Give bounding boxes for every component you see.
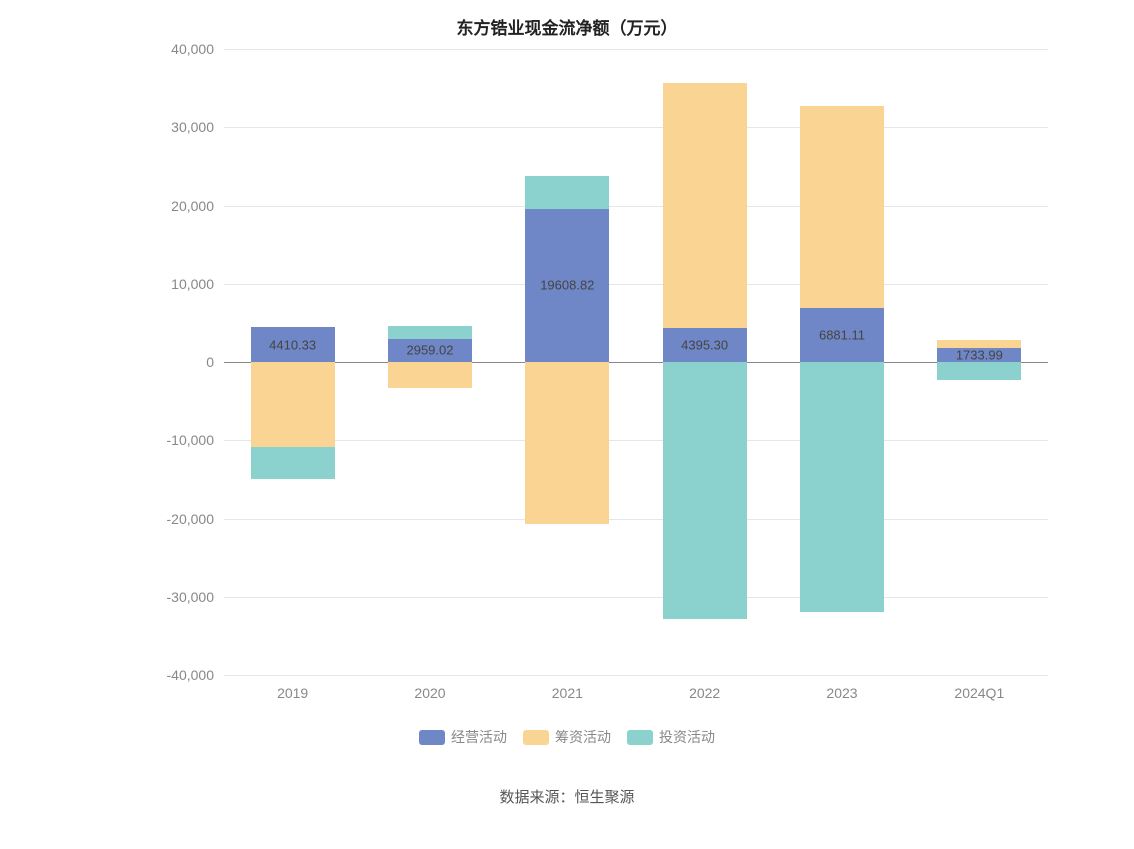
legend-item[interactable]: 筹资活动 <box>523 727 611 747</box>
x-tick-label: 2021 <box>552 675 583 701</box>
y-tick-label: 0 <box>206 354 224 370</box>
legend-item[interactable]: 经营活动 <box>419 727 507 747</box>
bar-segment <box>525 362 609 524</box>
y-tick-label: -30,000 <box>167 589 224 605</box>
bar-group: 2959.02 <box>388 49 472 675</box>
data-source-label: 数据来源：恒生聚源 <box>0 756 1134 829</box>
y-tick-label: 40,000 <box>171 41 224 57</box>
bar-segment <box>800 106 884 308</box>
x-tick-label: 2020 <box>414 675 445 701</box>
bar-segment <box>663 83 747 327</box>
legend-label: 筹资活动 <box>555 727 611 747</box>
value-label: 19608.82 <box>540 278 594 293</box>
x-tick-label: 2019 <box>277 675 308 701</box>
bar-segment <box>525 176 609 208</box>
value-label: 6881.11 <box>819 328 865 343</box>
y-tick-label: 20,000 <box>171 198 224 214</box>
plot-area: -40,000-30,000-20,000-10,000010,00020,00… <box>224 49 1048 675</box>
bar-segment <box>663 362 747 619</box>
bar-segment <box>388 362 472 388</box>
value-label: 4395.30 <box>681 337 728 352</box>
chart-title: 东方锆业现金流净额（万元） <box>0 0 1134 49</box>
grid-line <box>224 675 1048 676</box>
grid-line <box>224 206 1048 207</box>
grid-line <box>224 284 1048 285</box>
bar-segment <box>937 362 1021 380</box>
zero-line <box>224 362 1048 363</box>
bar-segment <box>800 362 884 612</box>
grid-line <box>224 597 1048 598</box>
grid-line <box>224 519 1048 520</box>
grid-line <box>224 127 1048 128</box>
value-label: 2959.02 <box>406 343 453 358</box>
grid-line <box>224 440 1048 441</box>
y-tick-label: 10,000 <box>171 276 224 292</box>
chart-container: 东方锆业现金流净额（万元） -40,000-30,000-20,000-10,0… <box>0 0 1134 829</box>
x-tick-label: 2022 <box>689 675 720 701</box>
bar-group: 4410.33 <box>251 49 335 675</box>
bar-segment <box>251 362 335 447</box>
bar-group: 19608.82 <box>525 49 609 675</box>
legend-swatch <box>627 730 653 745</box>
bar-group: 6881.11 <box>800 49 884 675</box>
legend-item[interactable]: 投资活动 <box>627 727 715 747</box>
value-label: 4410.33 <box>269 337 316 352</box>
y-tick-label: -40,000 <box>167 667 224 683</box>
y-tick-label: -10,000 <box>167 432 224 448</box>
legend-label: 经营活动 <box>451 727 507 747</box>
x-tick-label: 2023 <box>826 675 857 701</box>
y-tick-label: 30,000 <box>171 119 224 135</box>
bar-segment <box>251 447 335 479</box>
bar-segment <box>388 326 472 339</box>
grid-line <box>224 49 1048 50</box>
x-tick-label: 2024Q1 <box>954 675 1004 701</box>
legend-label: 投资活动 <box>659 727 715 747</box>
y-tick-label: -20,000 <box>167 511 224 527</box>
value-label: 1733.99 <box>956 348 1003 363</box>
legend-swatch <box>523 730 549 745</box>
legend-swatch <box>419 730 445 745</box>
bar-group: 4395.30 <box>663 49 747 675</box>
bar-group: 1733.99 <box>937 49 1021 675</box>
